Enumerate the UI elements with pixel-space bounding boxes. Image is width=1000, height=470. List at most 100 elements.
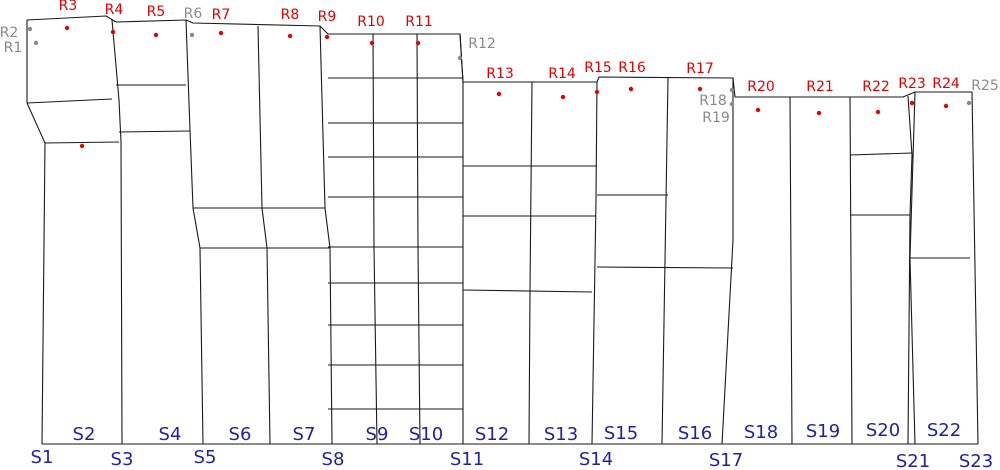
- segment-label: S12: [475, 424, 509, 445]
- red-point: [324, 34, 330, 40]
- cross-line: [44, 141, 120, 144]
- segment-label: S8: [322, 449, 345, 470]
- cross-line: [26, 98, 113, 104]
- point-label: R24: [932, 76, 960, 92]
- point-label: R22: [862, 79, 890, 95]
- segment-label: S10: [409, 424, 443, 445]
- segment-label: S7: [293, 424, 316, 445]
- point-markers: [27, 25, 972, 149]
- point-label: R6: [184, 6, 203, 22]
- point-label: R7: [212, 7, 231, 23]
- boundary-s20: [849, 96, 853, 445]
- red-point: [110, 29, 116, 35]
- red-point: [369, 40, 375, 46]
- boundary-s8: [319, 25, 333, 445]
- point-label: R11: [405, 14, 433, 30]
- segment-label: S4: [159, 424, 182, 445]
- red-point: [415, 40, 421, 46]
- point-label: R5: [147, 4, 166, 20]
- segment-label: S13: [544, 424, 578, 445]
- segment-label: S18: [744, 422, 778, 443]
- red-point: [79, 143, 85, 149]
- point-label: R12: [468, 36, 496, 52]
- point-label: R8: [281, 7, 300, 23]
- segment-label: S1: [31, 447, 54, 468]
- cross-line: [462, 289, 593, 293]
- boundary-s6-s7: [257, 25, 271, 445]
- segment-label: S23: [959, 451, 993, 470]
- segment-label: S9: [366, 424, 389, 445]
- point-label: R20: [747, 79, 775, 95]
- point-label: R21: [806, 79, 834, 95]
- red-point: [594, 89, 600, 95]
- point-label: R17: [686, 61, 714, 77]
- boundary-s9-s10: [372, 33, 378, 445]
- red-point: [64, 25, 70, 31]
- segment-label: S21: [896, 451, 930, 470]
- red-point: [560, 94, 566, 100]
- point-label: R13: [486, 66, 514, 82]
- boundary-s10: [416, 33, 421, 445]
- boundary-s14: [591, 81, 598, 445]
- red-point: [153, 32, 159, 38]
- segment-label: S3: [111, 449, 134, 470]
- segment-label: S11: [450, 449, 484, 470]
- segment-label: S6: [229, 424, 252, 445]
- boundary-s21: [907, 95, 913, 445]
- boundary-s11: [459, 33, 464, 444]
- segment-label: S15: [604, 423, 638, 444]
- point-label: R18: [699, 93, 727, 109]
- point-label: R23: [898, 76, 926, 92]
- segment-label: S22: [927, 420, 961, 441]
- red-point: [287, 33, 293, 39]
- red-point: [943, 103, 949, 109]
- segment-label: S5: [194, 447, 217, 468]
- red-point: [218, 30, 224, 36]
- segment-label: S16: [678, 423, 712, 444]
- red-point: [875, 109, 881, 115]
- gray-point: [729, 87, 735, 93]
- red-point: [697, 86, 703, 92]
- red-point: [628, 86, 634, 92]
- point-label: R3: [59, 0, 78, 14]
- boundary-s3: [111, 19, 123, 445]
- point-label: R16: [618, 60, 646, 76]
- red-point: [816, 110, 822, 116]
- gray-point: [457, 55, 463, 61]
- boundary-s1: [26, 102, 46, 445]
- point-label: R19: [702, 110, 730, 126]
- point-label: R9: [318, 9, 337, 25]
- red-point: [496, 91, 502, 97]
- point-label: R4: [105, 2, 124, 18]
- boundary-s18-s19: [789, 96, 793, 445]
- segment-label: S2: [73, 424, 96, 445]
- segment-label: S20: [866, 420, 900, 441]
- cross-line: [118, 130, 191, 133]
- point-label: R1: [4, 40, 23, 56]
- boundary-s12-s13: [528, 81, 533, 445]
- boundary-s22: [909, 91, 916, 445]
- point-label: R10: [357, 14, 385, 30]
- segment-label: S17: [709, 450, 743, 470]
- red-point: [755, 107, 761, 113]
- segment-label: S14: [579, 449, 613, 470]
- gray-point: [33, 40, 39, 46]
- red-point: [909, 100, 915, 106]
- segment-label: S19: [806, 421, 840, 442]
- point-label: R2: [0, 25, 18, 41]
- point-label: R25: [971, 78, 999, 94]
- diagram-lines: [26, 15, 979, 445]
- point-label: R15: [584, 60, 612, 76]
- gray-point: [966, 100, 972, 106]
- boundary-s17: [721, 78, 734, 445]
- gray-point: [27, 26, 33, 32]
- gray-point: [189, 32, 195, 38]
- gray-point: [729, 101, 735, 107]
- boundary-s15-s16: [661, 77, 669, 445]
- point-label: R14: [548, 66, 576, 82]
- boundary-s5: [185, 19, 204, 445]
- cross-line: [849, 152, 913, 156]
- cross-line: [596, 266, 734, 269]
